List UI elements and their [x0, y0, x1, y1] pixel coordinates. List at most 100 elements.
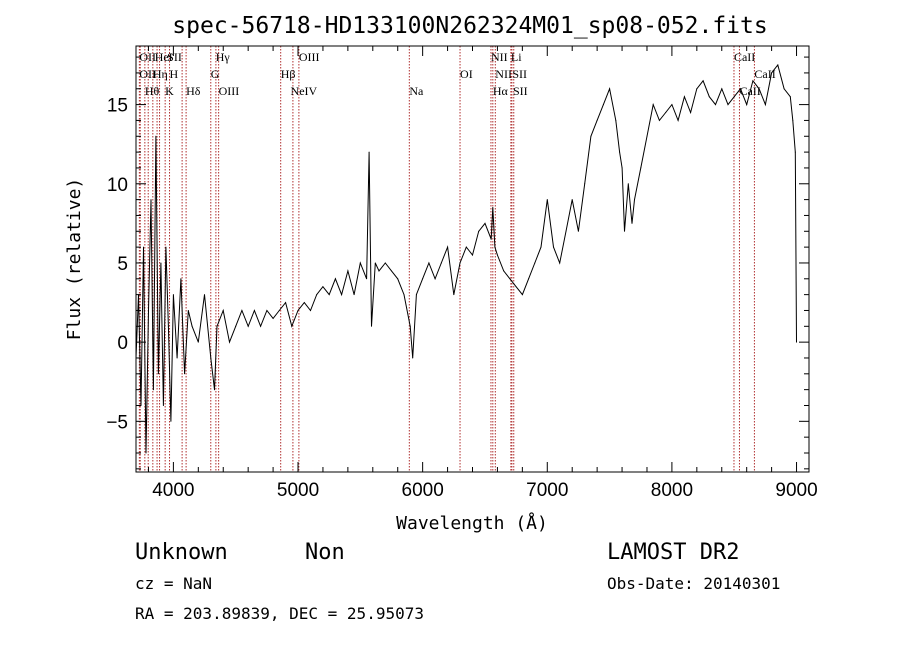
spectrum-point: [197, 341, 199, 343]
spectrum-point: [353, 294, 355, 296]
line-label: Hα: [493, 84, 509, 98]
y-tick-label: 15: [107, 96, 128, 117]
spectrum-point: [403, 294, 405, 296]
spectrum-point: [771, 72, 773, 74]
y-tick-label: 0: [117, 333, 128, 354]
spectrum-point: [253, 310, 255, 311]
spectrum-point: [640, 167, 642, 169]
spectrum-point: [235, 325, 237, 327]
spectrum-point: [546, 199, 548, 201]
spectrum-point: [496, 254, 498, 256]
spectrum-point: [602, 104, 604, 106]
spectrum-point: [453, 294, 455, 296]
line-label: SII: [513, 84, 528, 98]
spectrum-point: [165, 246, 167, 248]
data-layer: [135, 63, 797, 454]
spectrum-point: [434, 278, 436, 280]
chart-title: spec-56718-HD133100N262324M01_sp08-052.f…: [172, 13, 767, 39]
spectrum-point: [746, 104, 748, 106]
spectrum-series-line: [135, 63, 797, 454]
spectrum-point: [658, 119, 660, 121]
line-label: CaII: [734, 50, 755, 64]
spectrum-point: [577, 230, 579, 232]
spectrum-point: [447, 246, 449, 248]
line-label: NII: [495, 67, 512, 81]
spectrum-point: [590, 135, 592, 137]
spectrum-point: [465, 246, 467, 248]
y-tick-label: 10: [107, 175, 128, 196]
spectrum-point: [571, 199, 573, 201]
spectrum-point: [596, 119, 598, 121]
spectrum-point: [155, 135, 157, 137]
spectrum-point: [428, 262, 430, 264]
spectrum-point: [157, 373, 159, 375]
x-tick-label: 5000: [277, 480, 319, 501]
tick-group: 4000 5000 6000 7000 8000 9000 −5 0 5 10 15: [106, 46, 818, 501]
spectrum-point: [180, 278, 182, 280]
subclass-label: Non: [305, 540, 345, 565]
spectrum-point: [503, 270, 505, 272]
spectrum-point: [440, 262, 442, 264]
spectrum-point: [272, 317, 274, 319]
spectrum-point: [534, 262, 536, 264]
spectrum-point: [409, 325, 411, 327]
spectrum-point: [150, 199, 152, 201]
spectrum-point: [291, 325, 293, 327]
spectrum-point: [187, 310, 189, 311]
line-label: Li: [511, 50, 522, 64]
x-axis-label: Wavelength (Å): [396, 512, 548, 534]
coords-label: RA = 203.89839, DEC = 25.95073: [135, 604, 424, 623]
spectrum-point: [191, 325, 193, 327]
spectrum-point: [472, 254, 473, 256]
spectrum-point: [415, 294, 417, 296]
spectrum-point: [677, 119, 679, 121]
class-label: Unknown: [135, 540, 228, 565]
spectrum-point: [783, 88, 785, 90]
y-tick-label: −5: [106, 412, 128, 433]
spectrum-point: [764, 104, 766, 106]
spectrum-point: [176, 357, 178, 359]
line-label: NeIV: [291, 84, 318, 98]
spectrum-point: [631, 222, 633, 224]
spectrum-point: [374, 262, 376, 264]
spectrum-point: [391, 270, 392, 272]
x-tick-label: 8000: [651, 480, 693, 501]
spectrum-point: [733, 96, 735, 98]
spectrum-point: [148, 310, 149, 311]
spectrum-point: [216, 325, 218, 327]
spectrum-point: [794, 151, 796, 153]
line-label: HeI: [155, 50, 173, 64]
spectrum-point: [334, 278, 336, 280]
spectrum-point: [160, 262, 162, 264]
spectrum-point: [266, 310, 268, 311]
spectrum-point: [652, 104, 654, 106]
spectrum-point: [368, 151, 370, 153]
spectrum-point: [152, 389, 154, 391]
spectrum-point: [341, 294, 343, 296]
spectrum-point: [229, 341, 230, 343]
spectrum-point: [285, 302, 287, 304]
spectrum-point: [143, 246, 144, 248]
spectrum-point: [690, 112, 692, 113]
spectrum-point: [609, 88, 611, 90]
spectrum-point: [621, 167, 623, 169]
line-label: Hη: [153, 67, 168, 81]
line-label: OI: [460, 67, 473, 81]
spectrum-point: [328, 294, 330, 296]
spectrum-point: [247, 325, 249, 327]
survey-label: LAMOST DR2: [607, 540, 739, 565]
spectrum-point: [214, 389, 215, 391]
spectrum-point: [708, 96, 710, 98]
spectrum-point: [366, 278, 368, 280]
spectrum-point: [297, 310, 299, 311]
spectrum-point: [260, 325, 262, 327]
spectrum-point: [758, 88, 760, 90]
spectrum-point: [478, 230, 480, 232]
line-label: Hβ: [281, 67, 296, 81]
spectrum-point: [634, 199, 635, 201]
spectrum-point: [359, 262, 361, 264]
spectrum-point: [777, 64, 779, 66]
line-label: NII: [491, 50, 508, 64]
